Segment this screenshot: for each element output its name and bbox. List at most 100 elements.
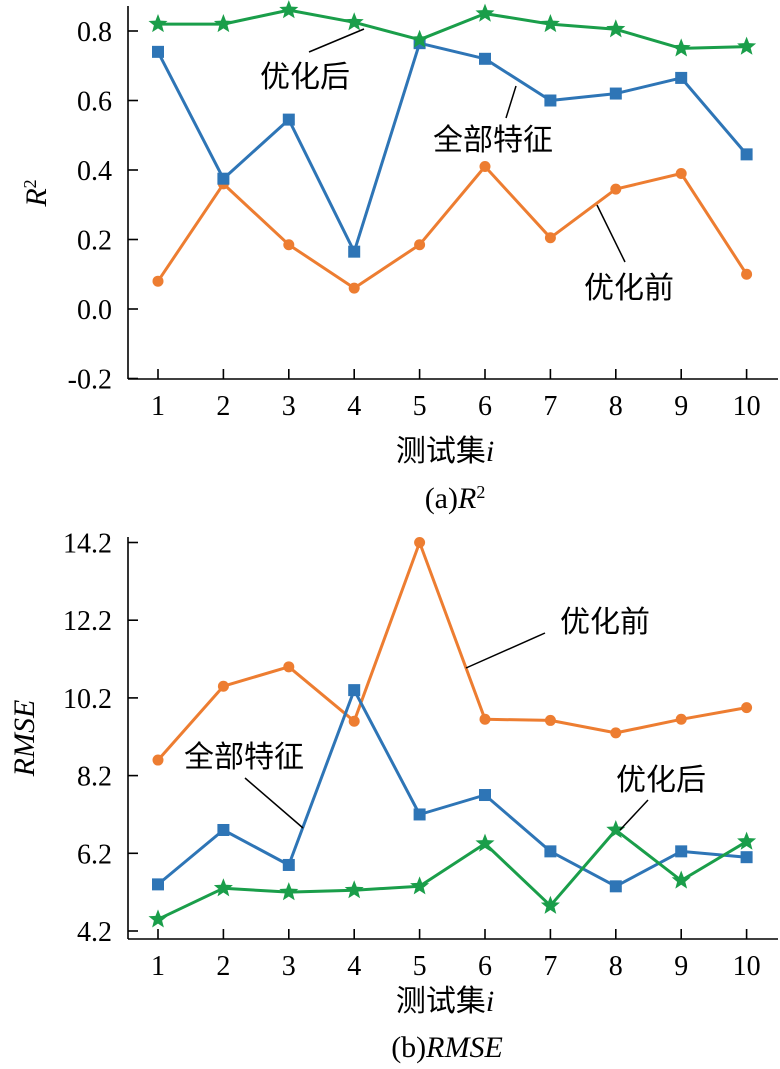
data-point (544, 714, 556, 726)
x-axis-label: 测试集i (396, 985, 494, 1018)
x-tick-label: 8 (609, 391, 623, 422)
data-point (283, 239, 295, 251)
x-tick-label: 9 (674, 391, 688, 422)
data-point (544, 232, 556, 244)
series-group (148, 537, 757, 928)
x-tick-label: 7 (543, 951, 557, 982)
x-tick-label: 4 (347, 391, 361, 422)
x-tick-label: 7 (543, 391, 557, 422)
data-point (217, 823, 230, 836)
data-point (410, 29, 430, 48)
data-point (675, 713, 687, 725)
annotation-leader-optimized (308, 28, 365, 53)
y-tick-label: 0.0 (77, 295, 112, 326)
y-tick-label: 12.2 (63, 606, 112, 637)
data-point (148, 909, 168, 928)
series-line (157, 828, 748, 921)
y-tick-label: 0.4 (77, 156, 112, 187)
series-line (156, 541, 747, 762)
x-tick-label: 10 (733, 391, 761, 422)
y-tick-label: 0.6 (77, 87, 112, 118)
x-ticks: 1 2 3 4 5 6 7 8 9 10 (151, 929, 761, 982)
annotation-optimized: 优化后 (260, 61, 350, 94)
y-tick-label: 6.2 (77, 839, 112, 870)
data-point (479, 713, 491, 725)
x-tick-label: 1 (151, 391, 165, 422)
y-axis-label: R2 (20, 179, 53, 207)
x-tick-label: 10 (733, 951, 761, 982)
data-point (279, 882, 299, 901)
annotation-before: 优化前 (584, 272, 674, 305)
annotation-leader-before (596, 204, 626, 263)
x-tick-label: 2 (216, 951, 230, 982)
y-tick-label: 8.2 (77, 762, 112, 793)
data-point (610, 727, 622, 739)
data-point (544, 94, 557, 107)
x-ticks: 1 2 3 4 5 6 7 8 9 10 (151, 369, 761, 422)
data-point (606, 819, 626, 839)
data-point (737, 831, 757, 850)
data-point (741, 268, 753, 280)
data-point (479, 52, 491, 65)
data-point (410, 876, 430, 895)
series-line (157, 688, 747, 888)
data-point (152, 45, 164, 58)
data-point (152, 878, 164, 891)
data-point (413, 808, 426, 821)
series-line (156, 165, 748, 290)
y-tick-label: 4.2 (77, 917, 112, 948)
x-tick-label: 3 (282, 391, 296, 422)
data-point (675, 845, 688, 858)
data-point (148, 14, 168, 33)
x-tick-label: 4 (347, 951, 361, 982)
y-tick-label: 0.2 (77, 226, 112, 257)
x-tick-label: 2 (216, 391, 230, 422)
data-point (609, 880, 622, 893)
y-tick-label: -0.2 (68, 365, 112, 396)
y-tick-label: 14.2 (63, 529, 112, 560)
series-line (156, 41, 748, 254)
data-point (475, 3, 495, 22)
series-group (148, 0, 757, 294)
data-point (348, 282, 360, 294)
annotation-leader-before (465, 632, 546, 669)
x-tick-label: 6 (478, 391, 492, 422)
data-point (213, 878, 233, 897)
data-point (152, 275, 164, 287)
y-axis-label: RMSE (8, 700, 41, 778)
data-point (544, 845, 557, 858)
series-line (158, 8, 747, 50)
data-point (671, 870, 691, 889)
data-point (217, 172, 230, 185)
data-point (609, 87, 622, 100)
data-point (540, 14, 560, 33)
annotation-all-features: 全部特征 (433, 124, 553, 157)
y-ticks: -0.2 0.0 0.2 0.4 0.6 0.8 (68, 17, 138, 396)
data-point (348, 245, 361, 258)
data-point (540, 895, 560, 914)
data-point (282, 858, 295, 871)
annotation-leader-all-features (505, 85, 517, 119)
data-point (606, 19, 626, 38)
x-tick-label: 1 (151, 951, 165, 982)
annotation-all-features: 全部特征 (184, 741, 304, 774)
data-point (740, 851, 753, 864)
data-point (675, 71, 688, 84)
data-point (414, 537, 426, 548)
x-tick-label: 5 (413, 951, 427, 982)
chart-panel-r2: -0.20.00.20.40.60.8 1 2 3 4 5 6 7 8 9 10 R2 测试集i … (20, 0, 778, 515)
x-tick-label: 6 (478, 951, 492, 982)
data-point (675, 167, 687, 179)
x-axis-label: 测试集i (396, 435, 494, 468)
annotation-optimized: 优化后 (616, 764, 706, 797)
data-point (479, 789, 491, 802)
data-point (344, 880, 364, 899)
data-point (740, 148, 753, 161)
figure-caption: (b)RMSE (391, 1031, 503, 1064)
data-point (344, 12, 364, 31)
x-tick-label: 9 (674, 951, 688, 982)
data-point (348, 715, 360, 727)
y-tick-label: 10.2 (63, 684, 112, 715)
annotation-leader-optimized (619, 799, 649, 831)
data-point (737, 36, 757, 55)
